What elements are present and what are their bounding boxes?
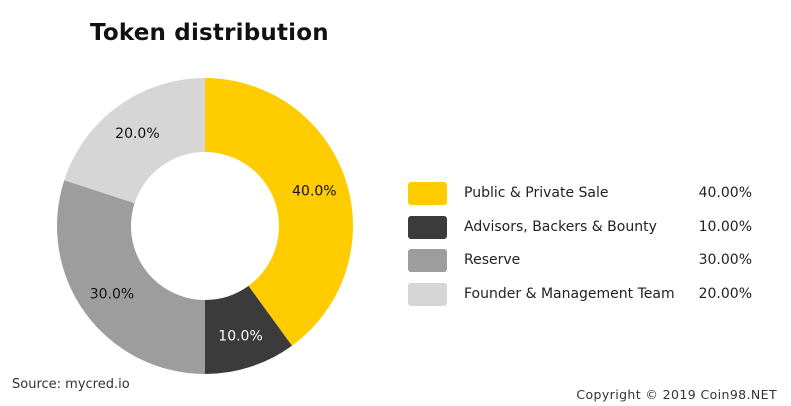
source-note: Source: mycred.io [12, 377, 130, 392]
copyright-note: Copyright © 2019 Coin98.NET [576, 387, 777, 402]
legend-value: 20.00% [698, 285, 752, 302]
legend-swatch [408, 282, 447, 306]
legend-label: Advisors, Backers & Bounty [464, 218, 657, 235]
legend-item: Reserve 30.00% [408, 247, 768, 281]
donut-slice [205, 78, 354, 346]
legend-label: Founder & Management Team [464, 285, 675, 302]
legend: Public & Private Sale 40.00% Advisors, B… [408, 180, 768, 314]
donut-chart: 40.0% 10.0% 30.0% 20.0% [56, 78, 354, 374]
chart-title: Token distribution [90, 20, 329, 46]
legend-value: 40.00% [698, 185, 752, 201]
legend-value: 10.00% [698, 218, 752, 235]
legend-label: Reserve [464, 252, 521, 268]
legend-swatch [408, 249, 447, 272]
donut-slice [64, 78, 205, 204]
slice-label: 30.0% [90, 287, 134, 303]
donut-slice [205, 285, 292, 374]
legend-swatch [408, 182, 447, 205]
slice-label: 10.0% [218, 328, 262, 344]
donut-slice [56, 180, 206, 374]
legend-item: Advisors, Backers & Bounty 10.00% [408, 214, 768, 248]
legend-item: Founder & Management Team 20.00% [408, 281, 768, 315]
legend-swatch [408, 215, 447, 239]
slice-label: 40.0% [292, 183, 336, 199]
legend-item: Public & Private Sale 40.00% [408, 180, 768, 214]
legend-value: 30.00% [698, 252, 752, 268]
slice-label: 20.0% [115, 126, 159, 142]
legend-label: Public & Private Sale [464, 185, 609, 201]
